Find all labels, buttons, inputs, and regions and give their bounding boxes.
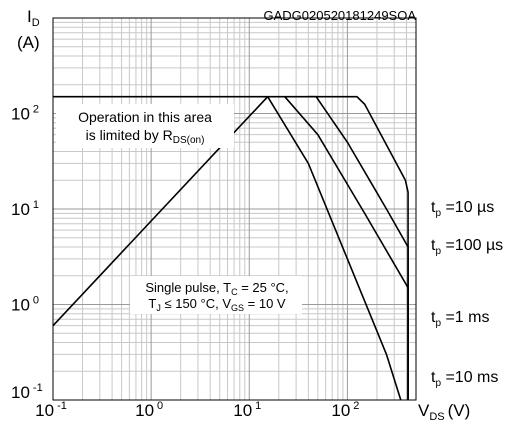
x-tick-label: 10 1 — [233, 400, 261, 420]
x-tick-label: 10 -1 — [35, 400, 67, 420]
soa-curves — [53, 95, 409, 401]
y-tick-label: 10 2 — [11, 104, 39, 124]
x-tick-label: 10 2 — [331, 400, 359, 420]
conditions-line2: TJ ≤ 150 °C, VGS = 10 V — [148, 296, 286, 313]
curve-label: tp =10 µs — [431, 199, 494, 219]
y-axis-label: ID — [27, 7, 40, 29]
curve-label: tp =100 µs — [431, 237, 503, 257]
curve-label: tp =1 ms — [431, 309, 489, 329]
y-axis-unit: (A) — [17, 33, 40, 52]
conditions-box — [130, 276, 302, 314]
rds-annotation-line2: is limited by RDS(on) — [86, 127, 205, 146]
plot-frame — [52, 17, 417, 401]
x-axis-label: VDS (V) — [418, 401, 470, 423]
soa-curve-2 — [284, 96, 409, 400]
soa-curve-3 — [266, 96, 402, 401]
chart-code: GADG020520181249SOA — [264, 8, 417, 23]
curve-label: tp =10 ms — [431, 369, 498, 389]
y-tick-label: 10 0 — [11, 295, 39, 315]
rds-annotation-box — [56, 104, 234, 148]
y-tick-label: 10 1 — [11, 199, 39, 219]
soa-curve-0 — [53, 95, 409, 400]
x-tick-labels: 10 -1 10 0 10 1 10 2 — [35, 400, 359, 420]
y-tick-label: 10 -1 — [11, 382, 43, 402]
soa-curve-1 — [308, 95, 409, 400]
rds-annotation-line1: Operation in this area — [78, 109, 212, 125]
curve-labels: tp =10 µs tp =100 µs tp =1 ms tp =10 ms — [431, 199, 503, 389]
x-tick-label: 10 0 — [135, 400, 163, 420]
conditions-line1: Single pulse, TC = 25 °C, — [145, 280, 288, 297]
